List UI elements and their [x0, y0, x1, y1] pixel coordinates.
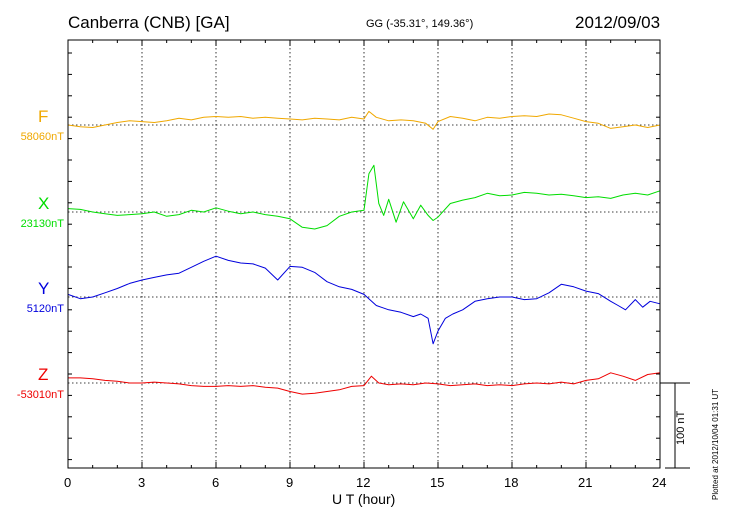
coords-label: GG (-35.31°, 149.36°) [366, 18, 474, 30]
series-name-F: F [38, 107, 49, 126]
x-tick-label-24: 24 [652, 475, 667, 490]
series-name-Z: Z [38, 365, 49, 384]
series-baseline-Y: 5120nT [26, 303, 64, 315]
date-label: 2012/09/03 [575, 13, 661, 32]
series-baseline-X: 23130nT [20, 218, 64, 230]
x-tick-label-21: 21 [578, 475, 593, 490]
grid-lines [141, 40, 587, 468]
series-baseline-Z: -53010nT [16, 389, 64, 401]
series-line-F [67, 110, 661, 130]
series-name-Y: Y [38, 279, 50, 298]
x-tick-label-6: 6 [212, 475, 220, 490]
x-tick-label-12: 12 [356, 475, 371, 490]
series-line-X [67, 164, 661, 230]
x-axis-label: U T (hour) [332, 491, 396, 507]
series-lines [67, 110, 661, 395]
x-tick-label-18: 18 [504, 475, 519, 490]
axis-ticks [67, 40, 661, 468]
x-tick-label-0: 0 [64, 475, 72, 490]
x-tick-label-9: 9 [286, 475, 294, 490]
baseline-lines [68, 124, 660, 384]
series-line-Z [68, 372, 661, 395]
x-tick-label-3: 3 [138, 475, 146, 490]
station-title: Canberra (CNB) [GA] [68, 13, 230, 32]
scale-bar [660, 382, 690, 469]
series-name-X: X [38, 194, 50, 213]
plotted-note: Plotted at 2012/10/04 01:31 UT [711, 388, 720, 500]
series-baseline-F: 58060nT [20, 131, 64, 143]
series-line-Y [67, 255, 661, 345]
scale-bar-label: 100 nT [675, 410, 687, 445]
x-tick-label-15: 15 [430, 475, 445, 490]
